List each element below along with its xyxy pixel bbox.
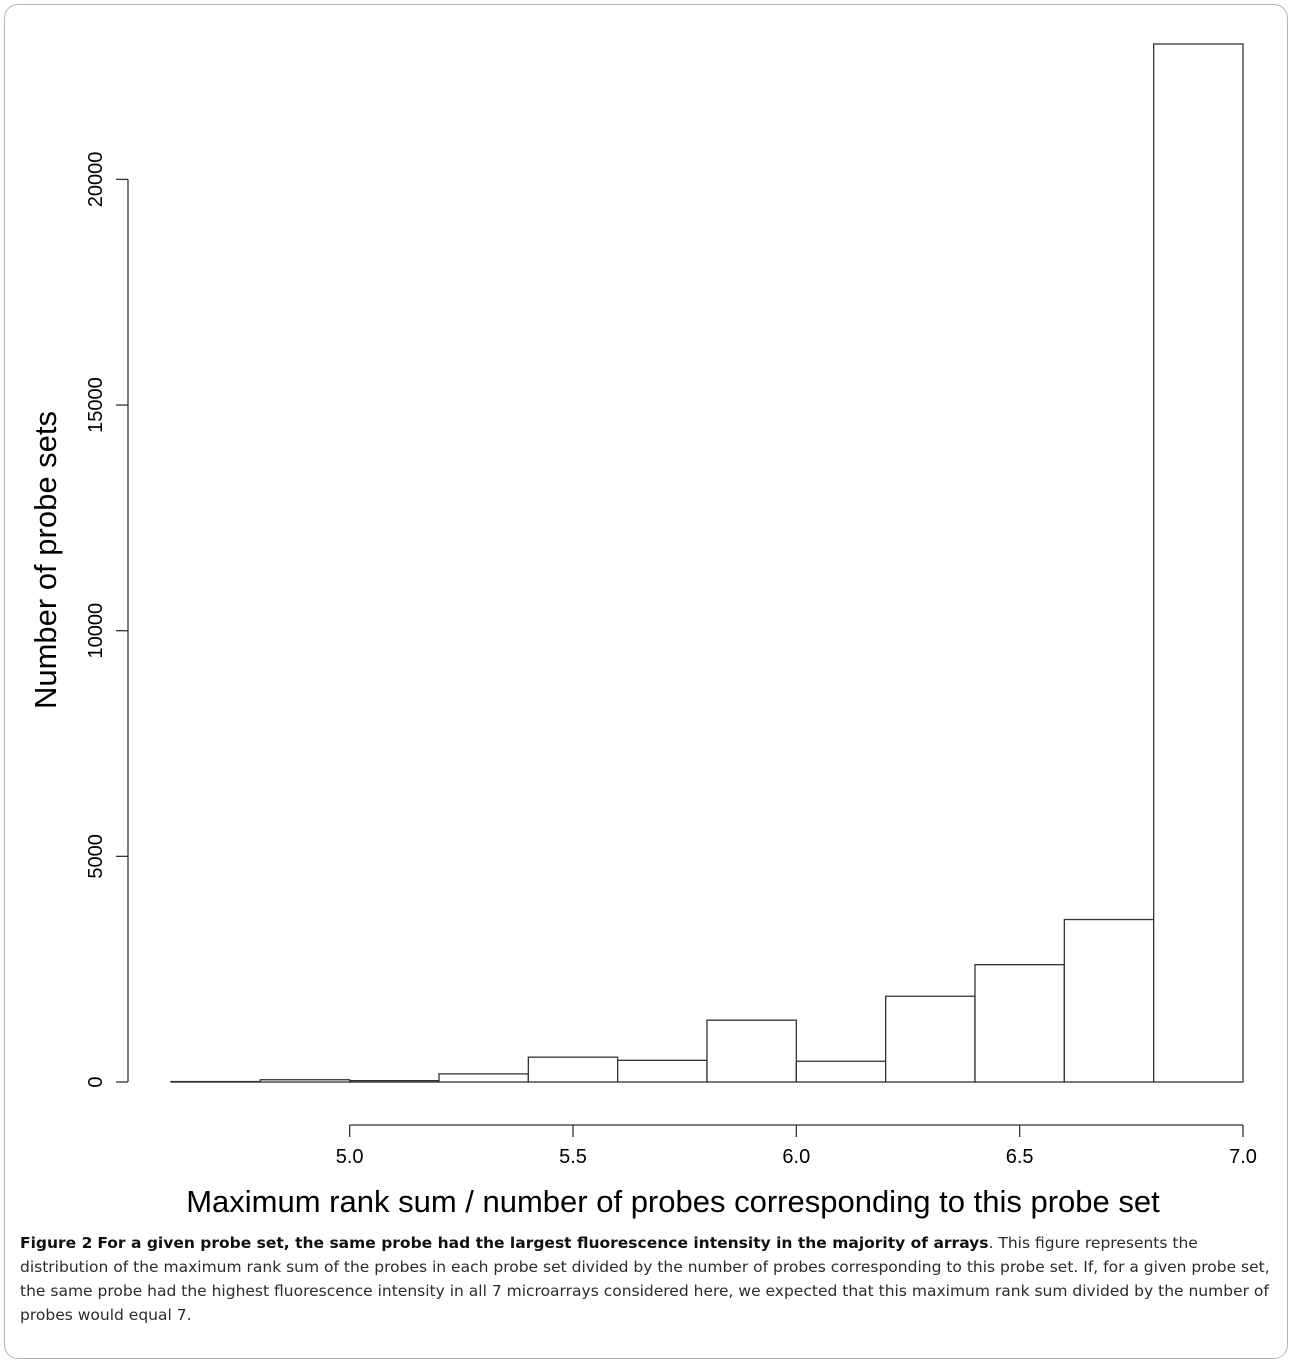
y-tick-label: 20000 [85, 152, 107, 208]
histogram-bar [438, 1073, 529, 1083]
y-axis-label: Number of probe sets [28, 411, 63, 709]
caption-title: For a given probe set, the same probe ha… [97, 1234, 989, 1252]
x-tick-label: 7.0 [1229, 1146, 1257, 1168]
figure-frame [4, 4, 1288, 1359]
histogram-bar [527, 1056, 619, 1083]
histogram-bar [349, 1079, 440, 1083]
y-tick-label: 10000 [85, 603, 107, 659]
histogram-bar [259, 1079, 351, 1083]
histogram-bar [170, 1080, 261, 1083]
histogram-bar [617, 1059, 708, 1083]
x-tick-label: 6.5 [1006, 1146, 1034, 1168]
histogram-bar [1063, 918, 1155, 1083]
x-axis-label: Maximum rank sum / number of probes corr… [186, 1184, 1160, 1219]
histogram-chart: 0 5000 10000 15000 20000 5.0 5.5 6.0 6.5 7.0 Num… [28, 43, 1257, 1219]
histogram-bar [1153, 43, 1244, 1083]
histogram-bar [706, 1019, 797, 1083]
y-axis: 0 5000 10000 15000 20000 [85, 152, 129, 1088]
x-tick-label: 5.5 [559, 1146, 587, 1168]
caption-label: Figure 2 [20, 1234, 93, 1252]
figure-caption: Figure 2 For a given probe set, the same… [20, 1231, 1272, 1327]
y-tick-label: 0 [85, 1076, 107, 1087]
histogram-bar [795, 1060, 887, 1083]
caption-text: . This figure represents the distributio… [20, 1234, 1270, 1324]
bars-group [170, 43, 1244, 1083]
histogram-bar [974, 964, 1065, 1083]
x-tick-label: 5.0 [336, 1146, 364, 1168]
x-axis: 5.0 5.5 6.0 6.5 7.0 [336, 1124, 1257, 1168]
y-tick-label: 15000 [85, 377, 107, 433]
histogram-bar [885, 995, 976, 1083]
x-tick-label: 6.0 [782, 1146, 810, 1168]
y-tick-label: 5000 [85, 834, 107, 879]
